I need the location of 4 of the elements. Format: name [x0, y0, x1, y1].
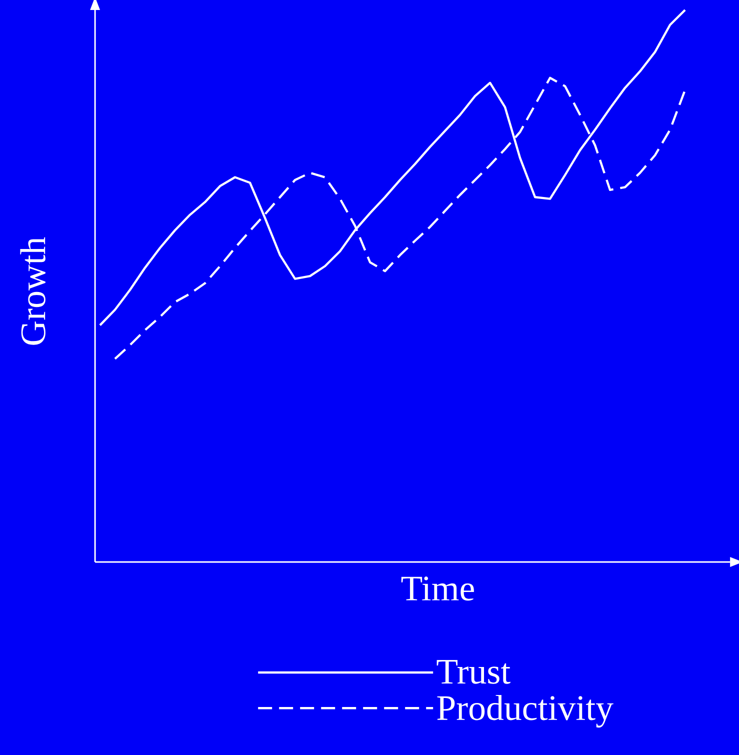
x-axis-title: Time — [401, 576, 474, 601]
legend-label: Trust — [436, 660, 510, 684]
y-axis-title: Growth — [20, 237, 46, 345]
legend-label: Productivity — [437, 694, 614, 728]
